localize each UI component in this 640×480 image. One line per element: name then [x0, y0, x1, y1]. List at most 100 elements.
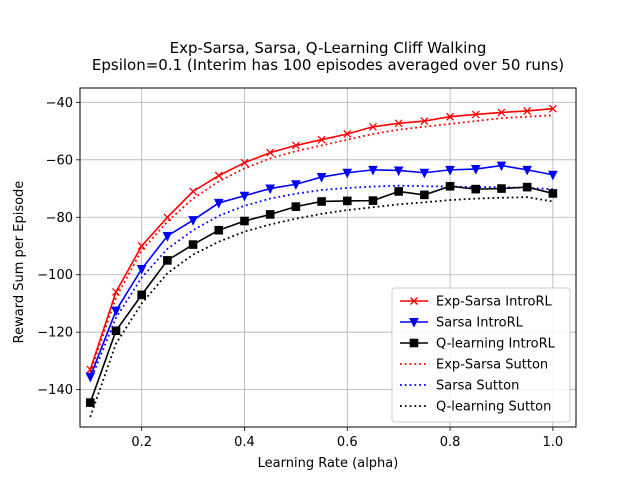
legend-marker	[409, 318, 419, 328]
x-axis-label: Learning Rate (alpha)	[258, 456, 399, 471]
data-point	[523, 107, 532, 115]
data-point	[496, 161, 507, 172]
x-stroke	[214, 171, 223, 180]
data-point	[240, 216, 249, 226]
data-point	[240, 158, 249, 167]
data-point	[497, 184, 506, 193]
x-stroke	[112, 288, 120, 296]
legend-item: Sarsa Sutton	[400, 379, 519, 394]
data-point	[239, 191, 250, 202]
x-stroke	[240, 158, 249, 167]
data-point	[522, 182, 532, 192]
data-point	[470, 165, 481, 175]
data-point	[111, 306, 121, 317]
data-point	[368, 196, 378, 205]
data-point	[394, 119, 403, 128]
series-exp-sarsa-sutton	[89, 114, 553, 373]
y-tick-label: −40	[46, 96, 73, 111]
y-tick-label: −80	[46, 211, 73, 226]
data-point	[419, 168, 430, 179]
data-point	[369, 122, 377, 131]
data-point	[136, 264, 147, 275]
data-point	[393, 166, 404, 177]
legend-label: Sarsa Sutton	[436, 379, 519, 394]
data-point	[343, 130, 352, 138]
x-tick-label: 0.4	[234, 435, 255, 450]
x-axis-ticks: 0.2 0.4 0.6 0.8 1.0	[131, 427, 563, 450]
data-point	[548, 104, 557, 113]
x-stroke	[523, 107, 532, 115]
data-point	[394, 187, 403, 196]
series-line	[89, 114, 553, 373]
x-stroke	[189, 187, 198, 196]
data-point	[445, 181, 455, 191]
data-point	[291, 180, 301, 190]
x-stroke	[394, 119, 403, 128]
x-stroke	[266, 148, 275, 157]
legend-item: Exp-Sarsa Sutton	[400, 358, 548, 373]
x-tick-label: 0.2	[131, 435, 152, 450]
y-tick-label: −140	[37, 383, 73, 398]
data-point	[420, 117, 429, 125]
legend-item: Q-learning IntroRL	[400, 337, 556, 352]
data-point	[112, 288, 120, 296]
legend-box	[391, 287, 571, 423]
data-point	[265, 210, 275, 219]
data-point	[497, 108, 506, 117]
data-point	[265, 184, 275, 195]
data-point	[111, 326, 121, 336]
data-point	[162, 231, 173, 242]
x-stroke	[369, 122, 377, 131]
plot-frame	[79, 87, 577, 428]
legend-label: Q-learning Sutton	[436, 400, 551, 415]
series-layer	[85, 104, 558, 418]
data-point	[317, 135, 326, 144]
data-point	[163, 213, 172, 222]
x-stroke	[446, 112, 455, 121]
series-exp-sarsa-introrl	[86, 104, 557, 374]
series-sarsa-introrl	[85, 161, 558, 383]
legend-marker	[410, 297, 418, 305]
data-point	[188, 216, 198, 226]
data-point	[420, 190, 429, 200]
data-point	[137, 242, 146, 250]
data-point	[189, 187, 198, 196]
x-stroke	[497, 108, 506, 117]
x-stroke	[317, 135, 326, 144]
data-point	[446, 112, 455, 121]
x-stroke	[86, 365, 95, 374]
x-tick-label: 0.8	[440, 435, 461, 450]
x-stroke	[137, 242, 146, 250]
data-point	[163, 256, 172, 265]
data-point	[291, 202, 301, 211]
data-point	[85, 372, 96, 383]
x-tick-label: 1.0	[543, 435, 564, 450]
data-point	[85, 398, 95, 407]
data-point	[342, 196, 352, 206]
x-stroke	[420, 117, 429, 125]
data-point	[266, 148, 275, 157]
data-point	[471, 110, 480, 119]
x-stroke	[163, 213, 172, 222]
series-line	[89, 196, 554, 418]
data-point	[522, 165, 532, 176]
x-stroke	[343, 130, 352, 138]
series-q-learning-introrl	[85, 181, 558, 407]
x-stroke	[548, 104, 557, 113]
data-point	[214, 225, 224, 235]
legend-label: Q-learning IntroRL	[436, 337, 556, 352]
legend-item: Q-learning Sutton	[400, 400, 551, 415]
x-tick-label: 0.6	[337, 435, 358, 450]
data-point	[213, 198, 224, 209]
chart-title: Exp-Sarsa, Sarsa, Q-Learning Cliff Walki…	[170, 39, 487, 57]
data-point	[214, 171, 223, 180]
legend-label: Exp-Sarsa Sutton	[436, 358, 548, 373]
data-point	[445, 165, 455, 176]
data-point	[137, 290, 146, 300]
data-point	[291, 141, 300, 150]
grid-lines	[80, 88, 576, 427]
data-point	[368, 165, 378, 176]
data-point	[316, 173, 327, 183]
y-tick-label: −120	[37, 326, 73, 341]
